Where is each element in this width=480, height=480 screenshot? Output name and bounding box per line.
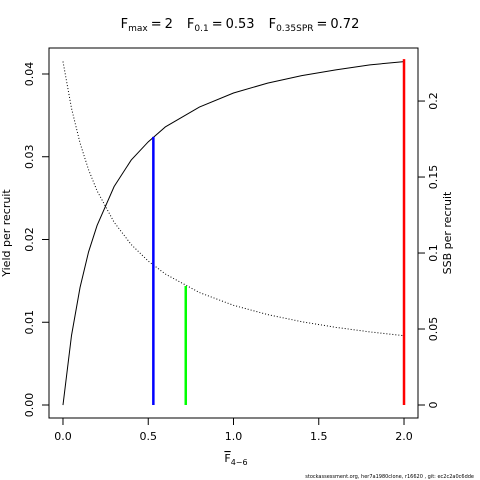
x-label-symbol: F [224, 452, 230, 465]
y2-tick-label: 0.2 [427, 92, 440, 110]
y2-axis-label: SSB per recruit [441, 191, 454, 274]
y-axis-label: Yield per recruit [0, 189, 13, 278]
x-tick-label: 0.0 [54, 430, 72, 443]
y2-tick-label: 0.1 [427, 244, 440, 262]
title-relation: = [151, 17, 162, 32]
x-tick-label: 2.0 [395, 430, 413, 443]
footer: stockassessment.org, her7a1980clone, r16… [305, 474, 474, 480]
x-label-subscript: 4−6 [231, 458, 248, 467]
series-line [62, 61, 405, 406]
title-subscript: 0.35SPR [276, 24, 313, 34]
y-tick-label: 0.00 [23, 393, 36, 418]
title-subscript: 0.1 [194, 24, 208, 34]
series-line [62, 61, 405, 337]
title-value: 2 [165, 17, 173, 32]
y2-tick-label: 0.05 [427, 317, 440, 342]
y-tick-label: 0.02 [23, 227, 36, 252]
title-subscript: max [128, 24, 148, 34]
y2-tick-label: 0 [427, 402, 440, 409]
y-tick-label: 0.03 [23, 144, 36, 169]
title-symbol: F [187, 17, 194, 32]
title-symbol: F [121, 17, 128, 32]
title-relation: = [317, 17, 328, 32]
y-tick-label: 0.01 [23, 310, 36, 335]
x-tick-label: 0.5 [139, 430, 157, 443]
title-symbol: F [269, 17, 276, 32]
plot-frame [48, 47, 419, 419]
x-tick-label: 1.0 [225, 430, 243, 443]
x-axis-label: F4−6 [224, 452, 247, 467]
x-tick-label: 1.5 [310, 430, 328, 443]
title-value: 0.53 [226, 17, 255, 32]
chart-title: Fmax = 2 F0.1 = 0.53 F0.35SPR = 0.72 [121, 17, 360, 34]
y-tick-label: 0.04 [23, 62, 36, 87]
y2-tick-label: 0.15 [427, 165, 440, 190]
title-value: 0.72 [330, 17, 359, 32]
title-relation: = [212, 17, 223, 32]
